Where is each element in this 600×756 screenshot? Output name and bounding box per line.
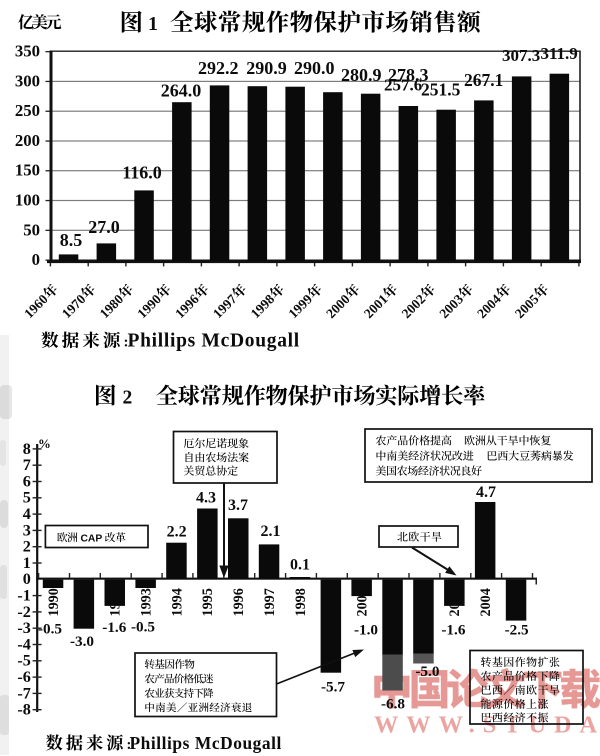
svg-text:-1.6: -1.6 xyxy=(441,622,465,639)
svg-text:280.9: 280.9 xyxy=(341,65,382,85)
svg-text:350: 350 xyxy=(15,42,40,61)
svg-text:2: 2 xyxy=(23,538,31,556)
svg-text:-0.5: -0.5 xyxy=(38,621,62,638)
svg-text:5: 5 xyxy=(23,489,31,507)
svg-text:1998: 1998 xyxy=(248,291,278,321)
svg-text:0: 0 xyxy=(23,570,31,588)
svg-text:2004: 2004 xyxy=(478,588,494,616)
svg-text:-6: -6 xyxy=(17,668,30,686)
svg-text:-2: -2 xyxy=(17,603,30,621)
svg-text:6: 6 xyxy=(23,472,31,490)
svg-text:1: 1 xyxy=(148,13,158,35)
svg-text:1: 1 xyxy=(23,554,31,572)
svg-text:257.6: 257.6 xyxy=(384,76,422,95)
svg-text:-7: -7 xyxy=(17,684,30,702)
svg-text:251.5: 251.5 xyxy=(421,80,461,100)
svg-text:2.1: 2.1 xyxy=(261,523,281,540)
svg-text:1990: 1990 xyxy=(46,588,62,616)
svg-text:50: 50 xyxy=(23,220,40,239)
svg-text:2.2: 2.2 xyxy=(167,524,187,541)
svg-text:27.0: 27.0 xyxy=(88,217,120,237)
svg-text:8: 8 xyxy=(23,440,31,458)
svg-text:307.3: 307.3 xyxy=(502,46,540,65)
svg-text:1997: 1997 xyxy=(210,291,240,321)
svg-text:1996: 1996 xyxy=(172,291,202,321)
svg-text:311.9: 311.9 xyxy=(541,44,578,63)
svg-text:-6.8: -6.8 xyxy=(381,696,405,713)
svg-text:-4: -4 xyxy=(17,635,30,653)
svg-text:116.0: 116.0 xyxy=(122,163,162,183)
svg-text:-8: -8 xyxy=(17,701,30,719)
svg-text:264.0: 264.0 xyxy=(161,81,202,101)
svg-text:-1.0: -1.0 xyxy=(354,622,378,639)
svg-text:300: 300 xyxy=(15,71,40,90)
svg-text:2003: 2003 xyxy=(436,291,466,321)
svg-text:4.7: 4.7 xyxy=(476,484,496,501)
svg-text:0: 0 xyxy=(32,250,40,269)
svg-text:2005: 2005 xyxy=(512,291,542,321)
svg-text:150: 150 xyxy=(15,161,40,180)
svg-text:1980: 1980 xyxy=(97,291,127,321)
svg-text:1999: 1999 xyxy=(285,291,315,321)
svg-text:-2.5: -2.5 xyxy=(505,622,529,639)
svg-text:290.9: 290.9 xyxy=(246,58,286,78)
svg-text:1960: 1960 xyxy=(21,291,51,321)
svg-text:8.5: 8.5 xyxy=(60,230,83,250)
svg-text:-3.0: -3.0 xyxy=(70,633,94,650)
svg-text:2000: 2000 xyxy=(323,291,353,321)
svg-text:292.2: 292.2 xyxy=(198,58,239,78)
svg-text:2: 2 xyxy=(123,387,133,408)
svg-text:-3: -3 xyxy=(17,619,30,637)
svg-text:1997: 1997 xyxy=(262,588,278,616)
svg-text:1990: 1990 xyxy=(134,291,164,321)
svg-text:CAP: CAP xyxy=(81,533,103,544)
svg-text:290.0: 290.0 xyxy=(294,58,335,78)
svg-text:1993: 1993 xyxy=(139,588,155,616)
svg-text:2002: 2002 xyxy=(399,291,429,321)
svg-text:Phillips McDougall: Phillips McDougall xyxy=(128,331,300,352)
svg-text:0.1: 0.1 xyxy=(290,557,310,574)
svg-text:4: 4 xyxy=(23,505,31,523)
svg-text:-1: -1 xyxy=(17,587,30,605)
svg-text:100: 100 xyxy=(15,191,40,210)
svg-text:1994: 1994 xyxy=(169,588,185,616)
svg-text:2001: 2001 xyxy=(361,291,391,321)
svg-text:-0.5: -0.5 xyxy=(131,619,155,636)
svg-text::: : xyxy=(124,335,129,351)
svg-text:200: 200 xyxy=(15,131,40,150)
svg-text:4.3: 4.3 xyxy=(196,490,216,507)
svg-text:-1.6: -1.6 xyxy=(102,619,126,636)
svg-text:3.7: 3.7 xyxy=(228,497,248,514)
svg-text:-5.7: -5.7 xyxy=(321,679,345,696)
svg-text:-5: -5 xyxy=(17,652,30,670)
svg-text:1996: 1996 xyxy=(231,588,247,616)
svg-text:%: % xyxy=(38,437,51,451)
svg-text:Phillips McDougall: Phillips McDougall xyxy=(130,733,282,753)
svg-text:7: 7 xyxy=(23,456,31,474)
svg-text:2004: 2004 xyxy=(474,291,504,321)
svg-text:267.1: 267.1 xyxy=(464,70,503,90)
svg-text:1998: 1998 xyxy=(293,588,309,616)
svg-text::: : xyxy=(127,737,132,753)
svg-text:-5.0: -5.0 xyxy=(415,663,439,680)
svg-text:3: 3 xyxy=(23,521,31,539)
svg-text:1970: 1970 xyxy=(59,291,89,321)
svg-text:250: 250 xyxy=(15,101,40,120)
svg-text:278.3: 278.3 xyxy=(388,65,429,85)
svg-text:1995: 1995 xyxy=(200,588,216,616)
